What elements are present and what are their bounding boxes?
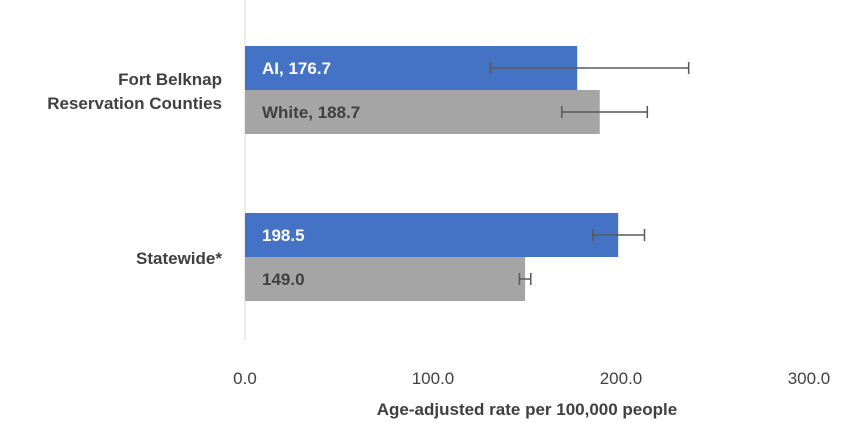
x-tick-label: 0.0 <box>233 369 257 388</box>
bar <box>245 213 619 257</box>
x-tick-label: 200.0 <box>600 369 643 388</box>
category-label: Fort Belknap <box>118 70 222 89</box>
data-label: White, 188.7 <box>262 103 360 122</box>
bar <box>245 90 600 134</box>
x-tick-label: 100.0 <box>412 369 455 388</box>
bar <box>245 257 526 301</box>
data-label: 149.0 <box>262 270 305 289</box>
category-label: Reservation Counties <box>47 94 222 113</box>
data-label: 198.5 <box>262 226 305 245</box>
x-axis-title: Age-adjusted rate per 100,000 people <box>377 400 677 419</box>
x-tick-label: 300.0 <box>788 369 831 388</box>
data-label: AI, 176.7 <box>262 59 331 78</box>
category-label: Statewide* <box>136 249 222 268</box>
